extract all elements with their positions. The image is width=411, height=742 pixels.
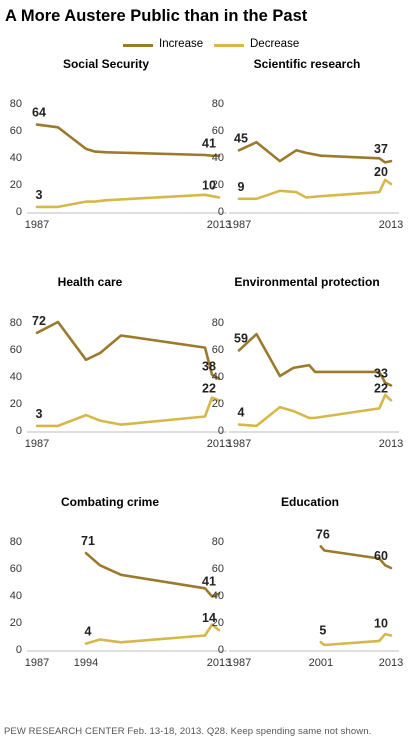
series-line-increase [84,551,221,598]
y-tick-label: 80 [212,317,224,329]
y-tick-label: 40 [212,371,224,383]
data-label: 5 [319,623,326,637]
y-tick-label: 40 [10,371,22,383]
y-tick-label: 60 [212,563,224,575]
series-line-decrease [35,396,221,428]
y-tick-label: 80 [10,317,22,329]
data-label: 41 [202,137,216,151]
data-label: 71 [81,534,95,548]
x-tick-label: 2013 [207,657,231,669]
data-label: 4 [238,406,245,420]
panel-title: Scientific research [253,57,361,71]
data-label: 4 [85,625,92,639]
data-label: 22 [374,381,388,395]
legend-decrease-label: Decrease [250,38,300,50]
data-label: 59 [234,331,248,345]
chart-title: A More Austere Public than in the Past [5,7,308,25]
y-tick-label: 60 [10,125,22,137]
y-tick-label: 60 [212,344,224,356]
y-tick-label: 40 [10,152,22,164]
y-tick-label: 20 [212,179,224,191]
y-tick-label: 60 [10,563,22,575]
x-tick-label: 1987 [25,219,49,231]
data-label: 45 [234,131,248,145]
x-tick-label: 1994 [74,657,98,669]
y-tick-label: 0 [16,644,22,656]
data-label: 37 [374,142,388,156]
y-tick-label: 60 [212,125,224,137]
y-tick-label: 80 [212,98,224,110]
x-tick-label: 2013 [379,657,403,669]
panel-title: Health care [57,275,123,289]
legend-decrease-swatch [214,44,244,47]
data-label: 64 [32,106,46,120]
data-label: 20 [374,165,388,179]
y-tick-label: 0 [16,425,22,437]
series-line-decrease [319,632,393,647]
legend: Increase Decrease [0,38,411,52]
panel-title: Combating crime [60,495,160,509]
x-tick-label: 2013 [379,219,403,231]
x-tick-label: 2013 [207,438,231,450]
panel-title: Education [280,495,340,509]
data-label: 3 [36,407,43,421]
x-tick-label: 1987 [227,657,251,669]
data-label: 3 [36,188,43,202]
series-line-increase [35,320,221,381]
y-tick-label: 80 [212,536,224,548]
data-label: 9 [238,180,245,194]
y-tick-label: 20 [10,398,22,410]
data-label: 72 [32,314,46,328]
data-label: 60 [374,549,388,563]
y-tick-label: 0 [218,206,224,218]
x-tick-label: 2001 [309,657,333,669]
x-tick-label: 2013 [379,438,403,450]
series-line-increase [319,545,393,570]
y-tick-label: 20 [212,617,224,629]
data-label: 33 [374,366,388,380]
footnote: PEW RESEARCH CENTER Feb. 13-18, 2013. Q2… [4,726,372,737]
y-tick-label: 20 [10,179,22,191]
series-line-decrease [237,393,393,428]
series-line-increase [35,123,221,157]
legend-increase-swatch [123,44,153,47]
y-tick-label: 80 [10,98,22,110]
data-label: 38 [202,360,216,374]
series-line-increase [237,140,393,164]
data-label: 10 [374,617,388,631]
data-label: 10 [202,179,216,193]
data-label: 14 [202,611,216,625]
y-tick-label: 40 [10,590,22,602]
series-line-decrease [35,193,221,209]
data-label: 76 [316,527,330,541]
panel-title: Social Security [62,57,150,71]
y-tick-label: 0 [218,644,224,656]
y-tick-label: 20 [10,617,22,629]
y-tick-label: 0 [218,425,224,437]
legend-increase-label: Increase [159,38,204,50]
x-tick-label: 1987 [25,438,49,450]
x-tick-label: 1987 [227,438,251,450]
data-label: 41 [202,575,216,589]
series-line-decrease [84,623,221,645]
panel-title: Environmental protection [234,275,380,289]
y-tick-label: 0 [16,206,22,218]
x-tick-label: 1987 [25,657,49,669]
data-label: 22 [202,381,216,395]
series-line-increase [237,332,393,387]
y-tick-label: 20 [212,398,224,410]
x-tick-label: 2013 [207,219,231,231]
y-tick-label: 40 [212,590,224,602]
y-tick-label: 40 [212,152,224,164]
x-tick-label: 1987 [227,219,251,231]
y-tick-label: 80 [10,536,22,548]
y-tick-label: 60 [10,344,22,356]
series-line-decrease [237,178,393,201]
